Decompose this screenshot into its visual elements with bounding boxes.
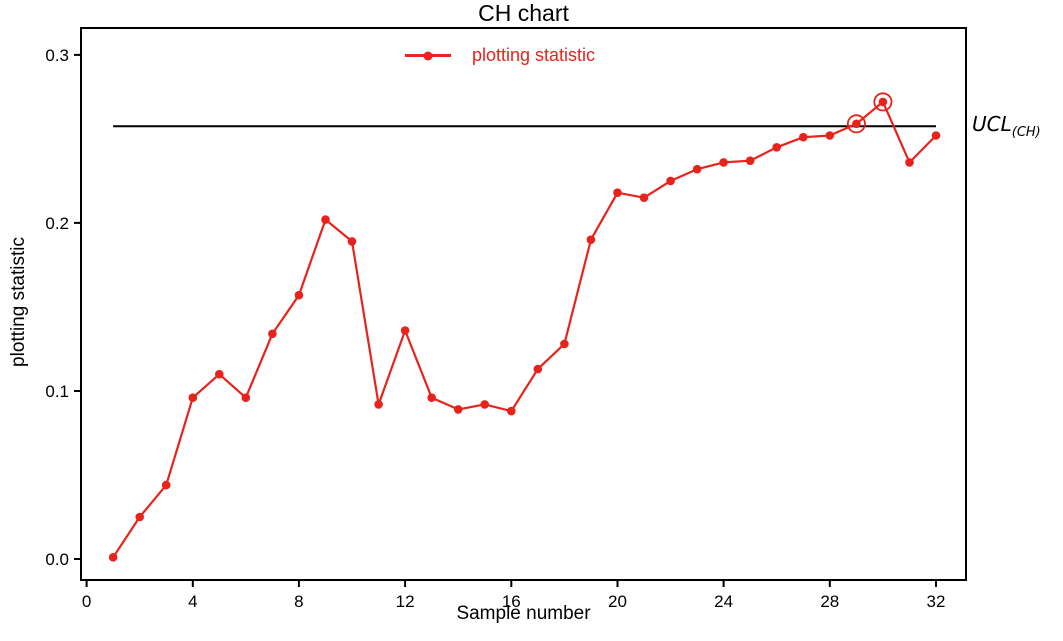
data-point[interactable] xyxy=(321,215,330,224)
ucl-label: UCL(CH) xyxy=(972,112,1041,140)
x-tick-label: 0 xyxy=(82,592,91,611)
data-point[interactable] xyxy=(241,393,251,403)
legend: plotting statistic xyxy=(405,45,595,66)
data-point[interactable] xyxy=(825,131,835,140)
x-tick-label: 4 xyxy=(188,592,197,611)
ucl-label-subscript: (CH) xyxy=(1011,125,1041,140)
x-tick-label: 16 xyxy=(502,592,521,611)
data-point[interactable] xyxy=(215,369,224,379)
plot-border xyxy=(80,27,967,581)
x-tick-label: 32 xyxy=(927,592,946,611)
data-point[interactable] xyxy=(931,131,941,140)
data-point[interactable] xyxy=(905,158,914,167)
data-point[interactable] xyxy=(878,97,888,107)
data-point[interactable] xyxy=(719,158,728,167)
data-point[interactable] xyxy=(161,480,171,490)
x-axis-title: Sample number xyxy=(456,603,591,624)
data-point[interactable] xyxy=(533,364,543,374)
data-point[interactable] xyxy=(772,143,781,152)
legend-label: plotting statistic xyxy=(472,45,596,65)
x-tick-label: 24 xyxy=(714,592,733,611)
data-point[interactable] xyxy=(799,132,808,142)
data-point[interactable] xyxy=(852,119,861,129)
x-tick-label: 8 xyxy=(294,592,303,611)
data-point[interactable] xyxy=(692,164,702,174)
legend-line-marker xyxy=(405,51,451,60)
out-of-control-ring xyxy=(846,114,866,134)
series-line xyxy=(112,100,937,558)
data-point[interactable] xyxy=(613,188,622,197)
chart-title: CH chart xyxy=(478,0,569,26)
x-tick-label: 12 xyxy=(396,592,415,611)
data-point[interactable] xyxy=(427,393,437,403)
legend-dot-icon xyxy=(423,51,433,60)
y-axis-title: plotting statistic xyxy=(8,237,29,367)
y-tick-label: 0.3 xyxy=(45,46,69,65)
data-point[interactable] xyxy=(480,400,490,409)
x-tick-label: 20 xyxy=(608,592,627,611)
data-point[interactable] xyxy=(586,235,596,244)
x-tick-label: 28 xyxy=(820,592,839,611)
data-point[interactable] xyxy=(135,512,144,522)
y-tick-label: 0.0 xyxy=(45,550,69,569)
ucl-label-main: UCL xyxy=(972,112,1012,136)
out-of-control-ring xyxy=(873,92,893,112)
data-point[interactable] xyxy=(268,329,277,339)
data-point[interactable] xyxy=(560,339,569,349)
data-point[interactable] xyxy=(188,393,198,403)
data-point[interactable] xyxy=(453,405,463,414)
y-tick-label: 0.1 xyxy=(45,382,69,401)
data-point[interactable] xyxy=(108,553,118,562)
data-point[interactable] xyxy=(400,326,410,335)
data-point[interactable] xyxy=(374,400,383,409)
data-point[interactable] xyxy=(639,193,649,202)
data-point[interactable] xyxy=(745,156,755,165)
data-point[interactable] xyxy=(666,176,675,186)
data-point[interactable] xyxy=(294,290,304,300)
data-point[interactable] xyxy=(347,237,357,246)
data-point[interactable] xyxy=(507,406,516,416)
y-tick-label: 0.2 xyxy=(45,214,69,233)
